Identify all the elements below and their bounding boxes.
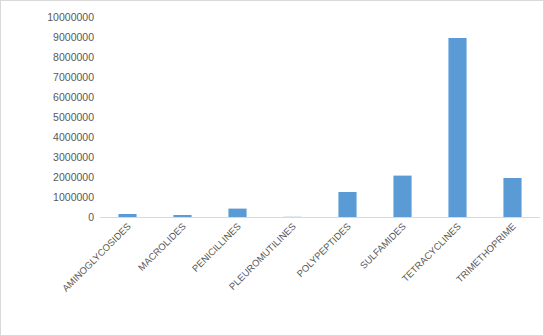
y-tick-label: 4000000 — [53, 131, 94, 143]
y-tick-label: 3000000 — [53, 151, 94, 163]
y-tick-label: 2000000 — [53, 171, 94, 183]
y-tick — [97, 17, 100, 18]
x-tick-label: SULFAMIDES — [358, 221, 408, 271]
x-tick-label: POLYPEPTIDES — [294, 221, 352, 279]
y-tick — [97, 217, 100, 218]
bar — [338, 192, 356, 217]
y-tick — [97, 97, 100, 98]
y-tick-label: 6000000 — [53, 91, 94, 103]
bar — [393, 176, 411, 217]
y-tick-label: 10000000 — [47, 11, 94, 23]
bar — [118, 214, 136, 217]
x-tick-label: TETRACYCLINES — [400, 221, 463, 284]
x-axis — [100, 217, 540, 218]
y-tick-label: 9000000 — [53, 31, 94, 43]
x-tick-label: MACROLIDES — [136, 221, 188, 273]
chart-container: 0 1000000 2000000 3000000 4000000 5000000 6000… — [0, 0, 544, 336]
chart: 0 1000000 2000000 3000000 4000000 5000000 6000… — [0, 0, 544, 336]
y-tick-label: 0 — [88, 211, 94, 223]
y-tick-label: 7000000 — [53, 71, 94, 83]
y-tick — [97, 177, 100, 178]
y-tick-label: 1000000 — [53, 191, 94, 203]
bar — [283, 216, 301, 217]
bar — [173, 215, 191, 217]
bars — [118, 38, 521, 217]
x-tick-label: PENICILLINES — [190, 221, 243, 274]
bar — [503, 178, 521, 217]
y-tick — [97, 137, 100, 138]
y-tick — [97, 197, 100, 198]
x-tick-label: PLEUROMUTILINES — [227, 221, 298, 292]
bar — [448, 38, 466, 217]
x-tick-label: AMINOGLYCOSIDES — [60, 221, 133, 294]
y-tick — [97, 117, 100, 118]
chart-frame — [1, 1, 544, 336]
y-tick — [97, 57, 100, 58]
bar — [228, 209, 246, 217]
y-tick — [97, 37, 100, 38]
y-tick — [97, 157, 100, 158]
x-tick-label: TRIMETHOPRIME — [454, 221, 518, 285]
y-tick — [97, 77, 100, 78]
y-tick-label: 5000000 — [53, 111, 94, 123]
y-tick-label: 8000000 — [53, 51, 94, 63]
